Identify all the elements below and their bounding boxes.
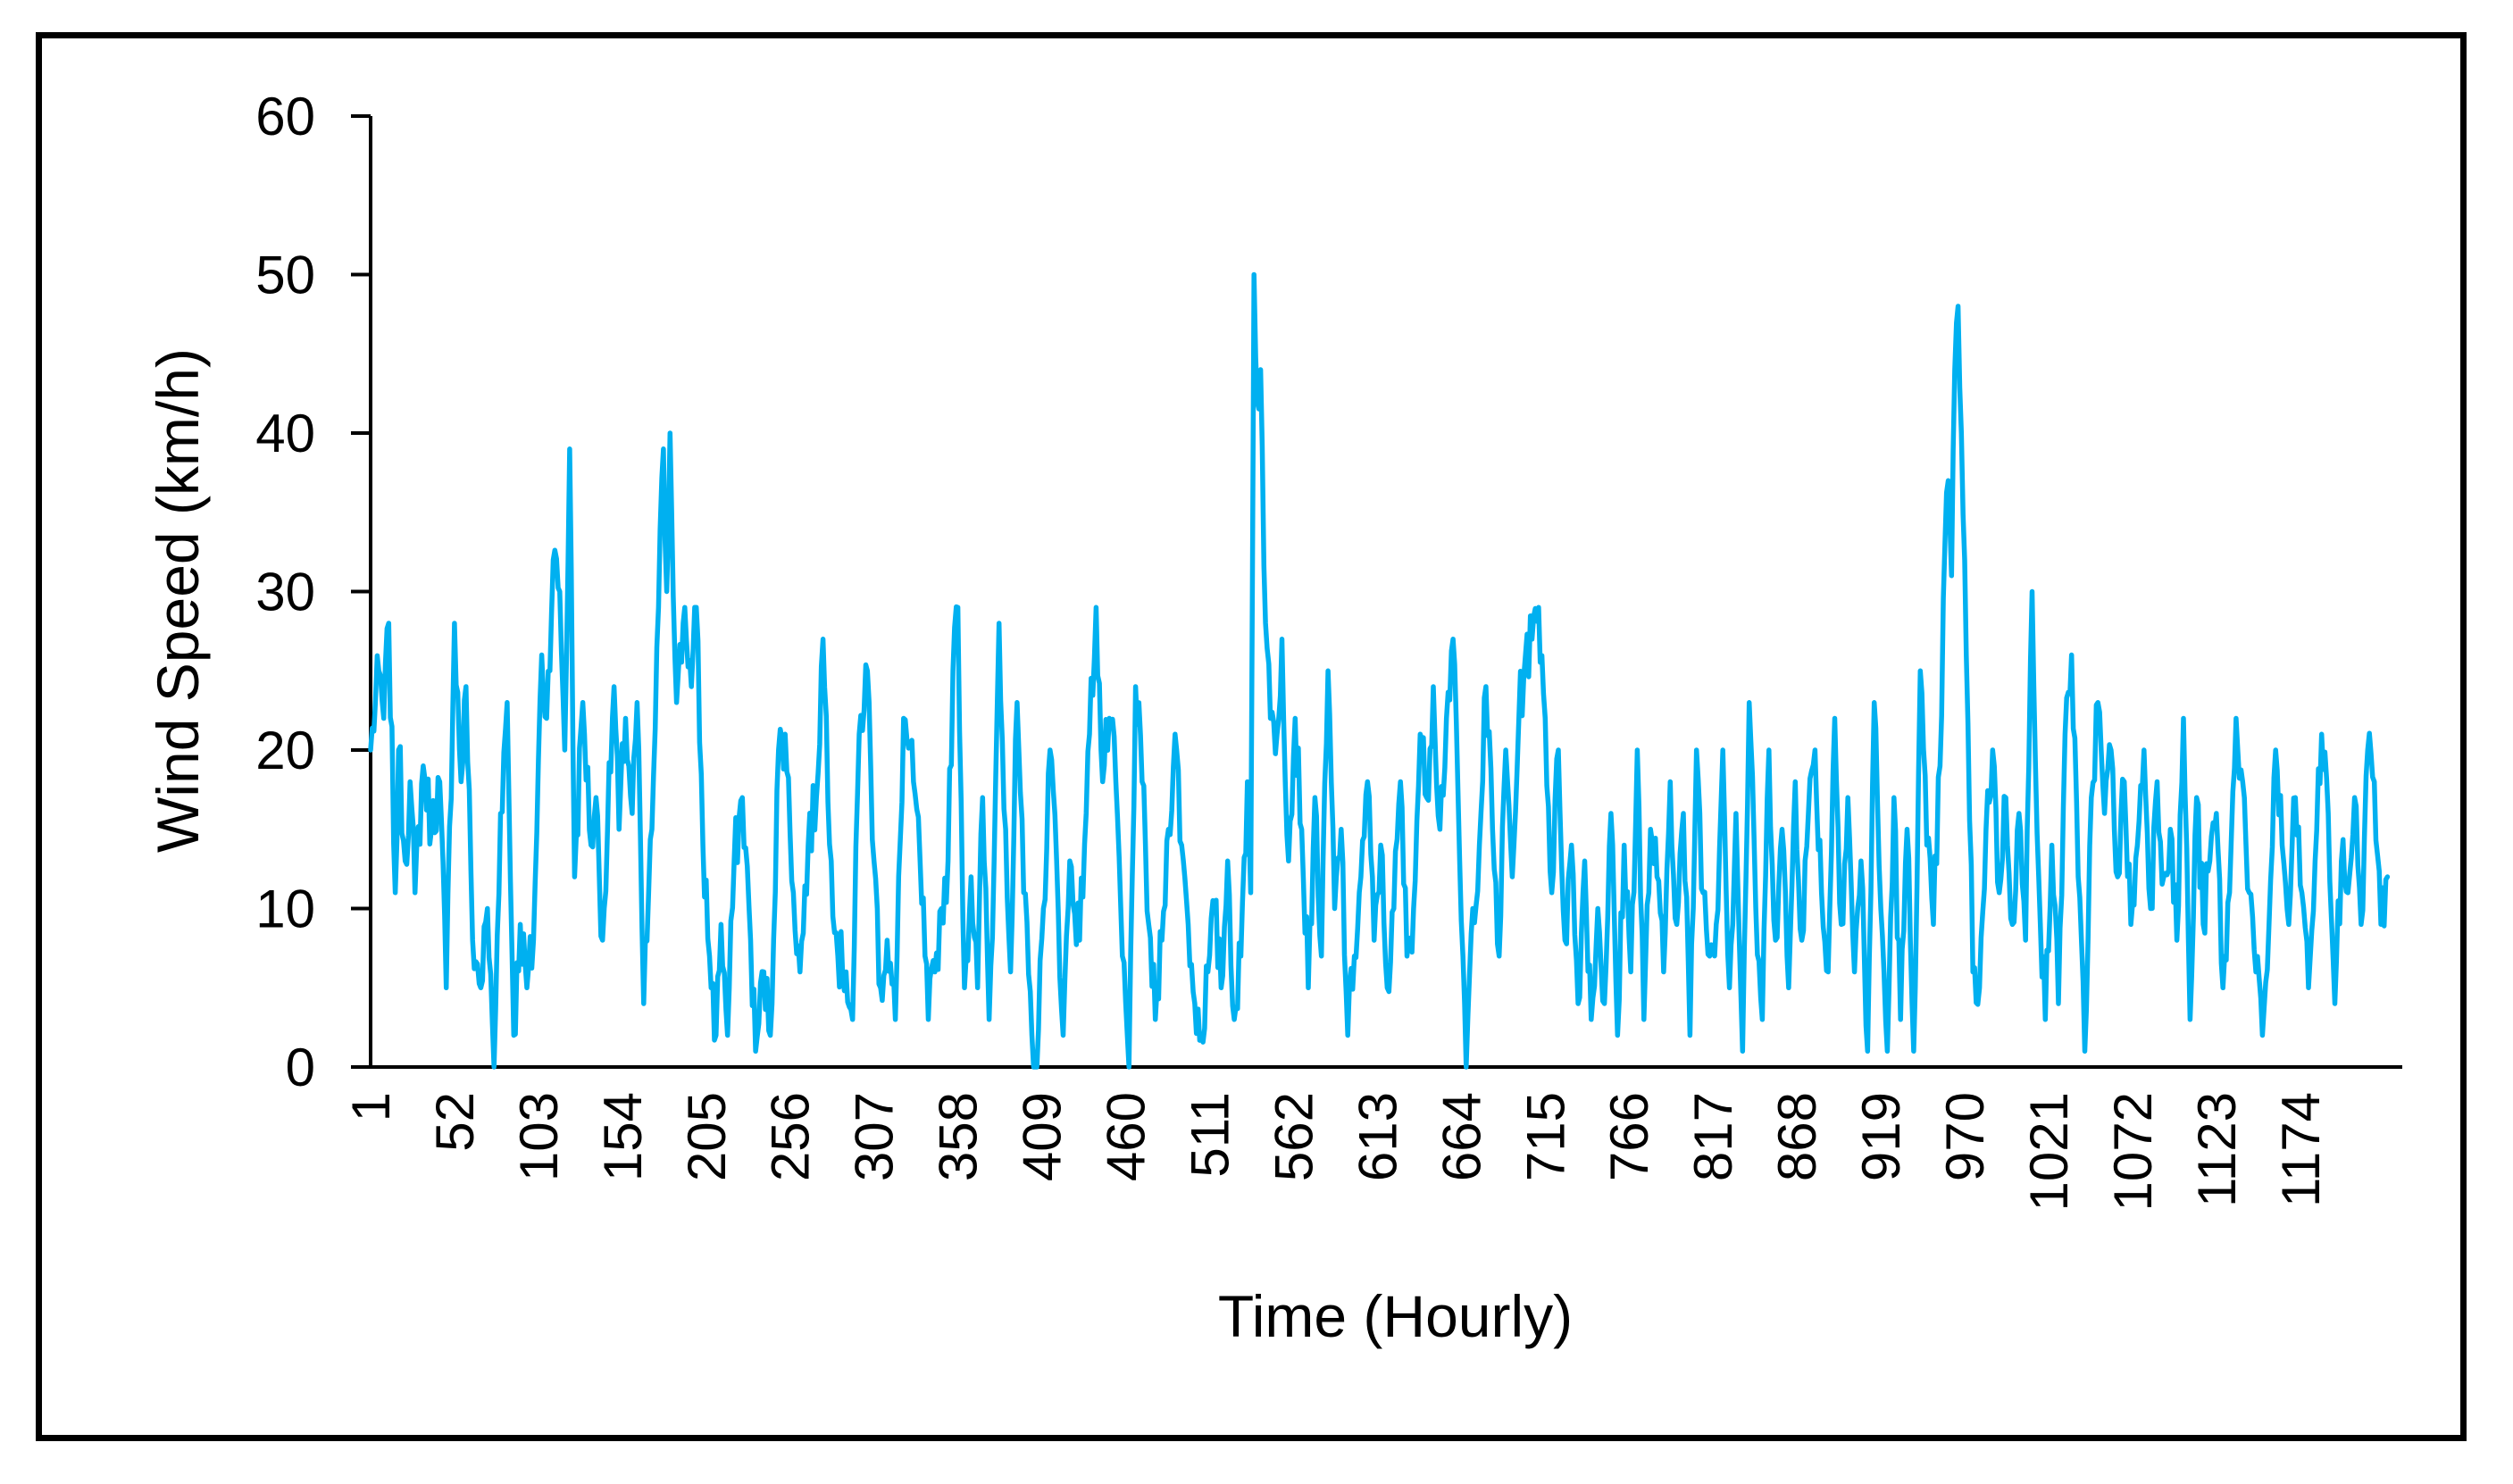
y-axis: 0 10 20 30 40 50 60	[255, 87, 372, 1097]
x-tick-label: 970	[1935, 1092, 1995, 1181]
x-tick-label: 52	[425, 1092, 485, 1152]
x-tick-label: 1021	[2019, 1092, 2079, 1211]
x-tick-label: 919	[1851, 1092, 1911, 1181]
x-tick-label: 460	[1097, 1092, 1156, 1181]
x-tick-label: 664	[1432, 1092, 1491, 1181]
y-tick-label: 50	[255, 246, 315, 305]
x-tick-label: 409	[1013, 1092, 1073, 1181]
x-tick-label: 1174	[2271, 1092, 2331, 1207]
x-tick-label: 307	[845, 1092, 905, 1181]
y-tick-label: 20	[255, 721, 315, 780]
y-ticks: 0 10 20 30 40 50 60	[255, 87, 371, 1097]
x-tick-label: 1123	[2187, 1092, 2247, 1207]
x-tick-label: 1	[341, 1092, 401, 1121]
x-tick-label: 766	[1599, 1092, 1659, 1181]
y-tick-label: 10	[255, 880, 315, 939]
x-tick-label: 103	[509, 1092, 569, 1181]
wind-speed-series-line	[368, 271, 2391, 1070]
x-tick-label: 817	[1683, 1092, 1743, 1181]
y-tick-label: 60	[255, 87, 315, 146]
y-tick-label: 40	[255, 404, 315, 463]
x-tick-label: 205	[677, 1092, 737, 1181]
x-tick-label: 256	[761, 1092, 821, 1181]
y-tick-label: 0	[286, 1038, 315, 1097]
x-tick-label: 562	[1264, 1092, 1323, 1181]
x-tick-label: 511	[1180, 1092, 1240, 1178]
x-tick-label: 154	[593, 1092, 653, 1181]
x-ticks: 1 52 103 154 205 256 307 358 409 460 511 562 613 664 7…	[341, 1092, 2331, 1211]
series-group	[368, 271, 2391, 1070]
x-tick-label: 715	[1515, 1092, 1575, 1181]
x-tick-label: 358	[929, 1092, 989, 1181]
y-axis-title: Wind Speed (km/h)	[145, 348, 211, 853]
x-tick-label: 868	[1767, 1092, 1827, 1181]
x-tick-label: 613	[1348, 1092, 1407, 1181]
x-axis: 1 52 103 154 205 256 307 358 409 460 511 562 613 664 7…	[341, 1065, 2402, 1211]
y-tick-label: 30	[255, 563, 315, 622]
x-axis-title: Time (Hourly)	[1218, 1283, 1573, 1349]
x-tick-label: 1072	[2103, 1092, 2163, 1211]
